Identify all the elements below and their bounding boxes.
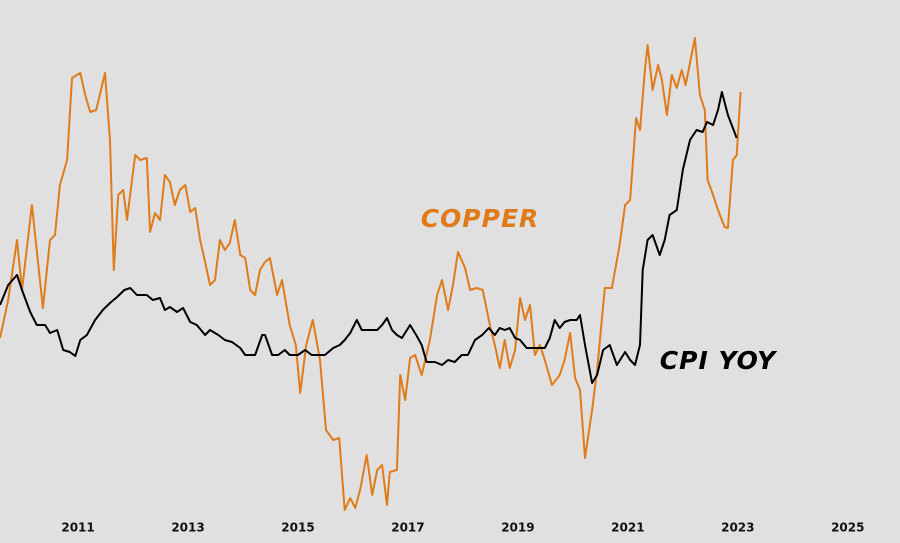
series-line [0,37,742,511]
series-label: CPI YOY [660,346,778,375]
x-tick-label: 2013 [171,521,204,535]
x-tick-label: 2025 [831,521,864,535]
series-label: COPPER [421,204,540,233]
x-tick-label: 2017 [391,521,424,535]
x-tick-label: 2023 [721,521,754,535]
series-line [0,91,738,384]
x-tick-label: 2019 [501,521,534,535]
x-tick-label: 2021 [611,521,644,535]
x-tick-label: 2011 [61,521,94,535]
x-tick-label: 2015 [281,521,314,535]
